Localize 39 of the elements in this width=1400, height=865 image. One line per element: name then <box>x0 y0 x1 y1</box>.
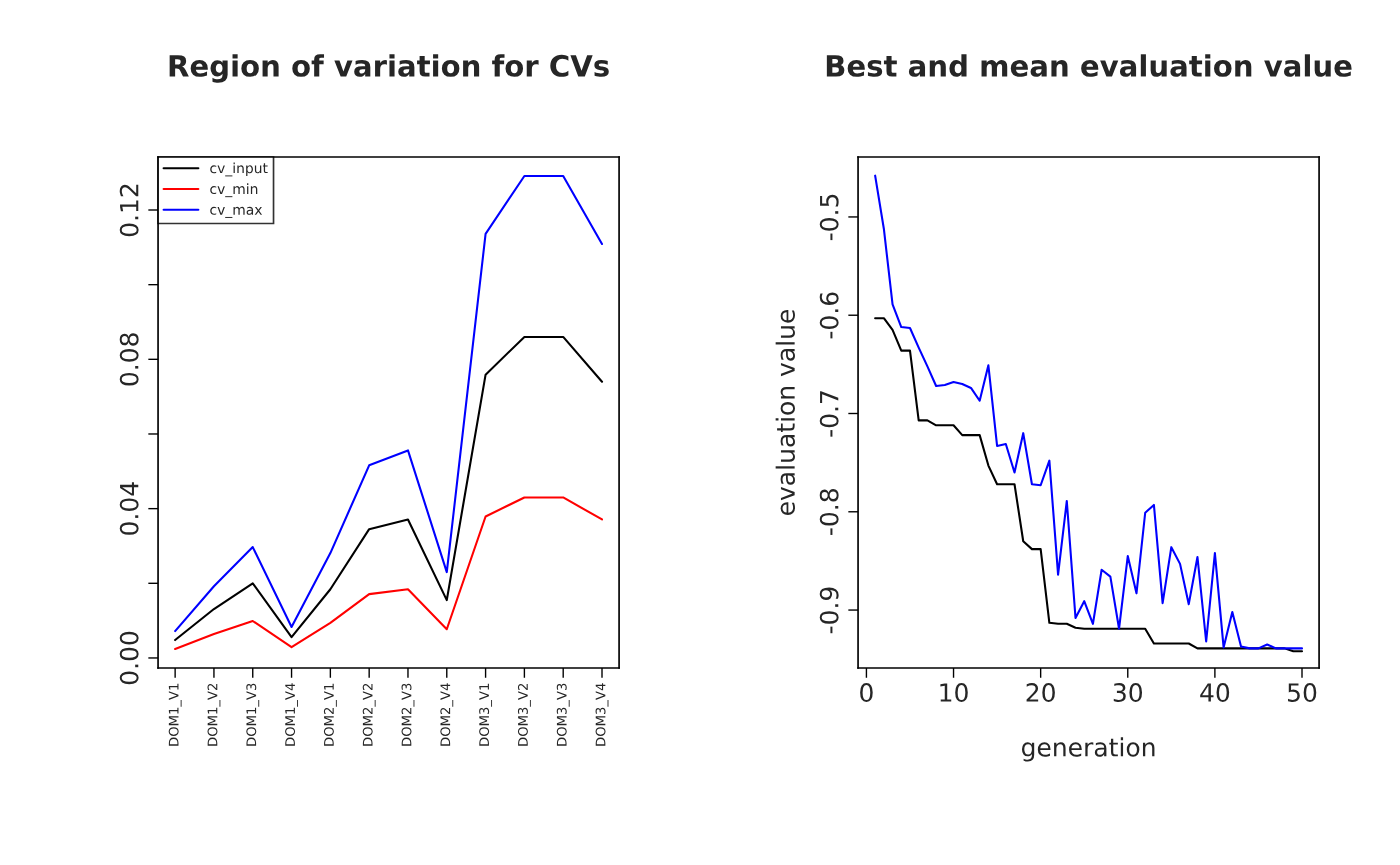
x-tick-label: DOM3_V2 <box>517 683 531 746</box>
line-series <box>174 335 604 642</box>
x-tick-label: DOM1_V4 <box>285 683 299 746</box>
x-tick-label: 20 <box>1026 683 1055 702</box>
x-tick-label: DOM1_V1 <box>168 683 182 746</box>
line-series <box>874 317 1304 653</box>
y-tick-label: 0.08 <box>119 333 139 386</box>
x-tick-label: DOM3_V4 <box>595 683 609 746</box>
x-tick-label: DOM3_V1 <box>479 683 493 746</box>
y-tick-label: -0.9 <box>819 587 839 634</box>
x-tick-label: DOM2_V4 <box>440 683 454 746</box>
y-tick-label: -0.5 <box>819 194 839 241</box>
y-tick-label: 0.00 <box>119 631 139 685</box>
line-series <box>874 174 1304 650</box>
y-tick-label: 0.04 <box>119 482 139 535</box>
legend-label: cv_min <box>210 183 258 198</box>
chart-title: Region of variation for CVs <box>169 54 609 83</box>
x-tick-label: DOM1_V2 <box>207 683 221 746</box>
y-tick-label: -0.8 <box>819 489 839 535</box>
x-tick-label: DOM3_V3 <box>556 683 570 746</box>
y-tick-label: -0.7 <box>819 391 839 437</box>
y-tick-label: -0.6 <box>819 292 839 339</box>
y-tick-label: 0.12 <box>119 184 139 237</box>
chart-title: Best and mean evaluation value <box>826 54 1352 77</box>
x-tick-label: 50 <box>1288 683 1317 702</box>
x-tick-label: DOM2_V2 <box>362 683 376 746</box>
x-tick-label: DOM1_V3 <box>246 683 260 746</box>
legend-label: cv_input <box>210 162 268 177</box>
x-tick-label: DOM2_V1 <box>323 683 337 746</box>
legend-label: cv_max <box>210 206 263 218</box>
x-tick-label: 40 <box>1200 683 1230 702</box>
x-tick-label: 30 <box>1113 683 1143 702</box>
x-tick-label: DOM2_V3 <box>401 683 415 746</box>
line-series <box>174 175 604 633</box>
x-tick-label: 10 <box>940 683 968 702</box>
line-series <box>174 496 604 651</box>
x-axis-title: generation <box>1021 737 1155 762</box>
y-axis-title: evaluation value <box>775 309 795 515</box>
x-tick-label: 0 <box>860 683 873 702</box>
